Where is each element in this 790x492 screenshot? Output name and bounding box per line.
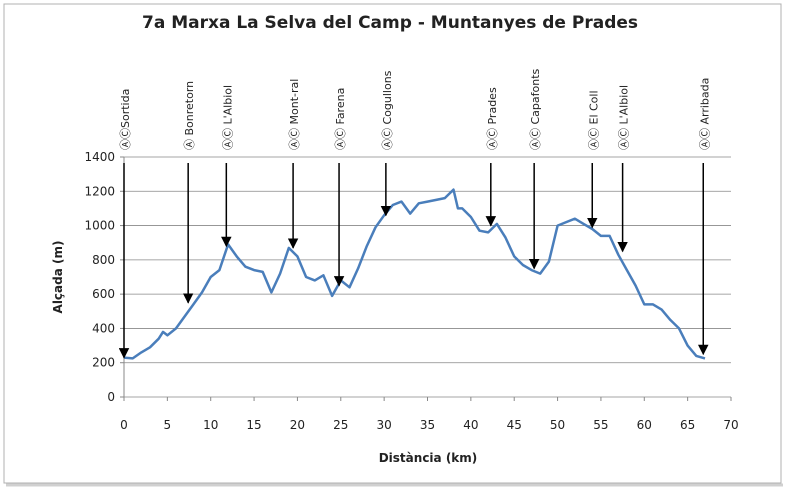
x-tick-label: 20 xyxy=(290,418,305,432)
annotation-label: ⒶⒸ L'Albiol xyxy=(221,85,234,150)
annotation-label: ⒶⒸ Prades xyxy=(486,87,499,150)
x-axis-label: Distància (km) xyxy=(379,451,478,465)
x-tick-label: 15 xyxy=(246,418,261,432)
y-tick-label: 600 xyxy=(92,287,115,301)
chart-frame xyxy=(3,3,782,484)
x-tick-label: 65 xyxy=(680,418,695,432)
x-tick-label: 40 xyxy=(463,418,478,432)
annotation-label: ⒶⒸ El Coll xyxy=(587,90,600,150)
x-tick-label: 45 xyxy=(507,418,522,432)
y-axis-label: Alçada (m) xyxy=(51,241,65,314)
y-tick-label: 800 xyxy=(92,253,115,267)
x-tick-label: 0 xyxy=(120,418,128,432)
annotation-label: ⒶⒸ Farena xyxy=(334,88,347,150)
y-tick-label: 0 xyxy=(107,390,115,404)
chart-title: 7a Marxa La Selva del Camp - Muntanyes d… xyxy=(142,13,638,33)
x-tick-label: 60 xyxy=(637,418,652,432)
annotation-label: ⒶⒸ Arribada xyxy=(698,78,711,150)
y-tick-label: 1200 xyxy=(84,184,115,198)
annotation-label: ⒶⒸSortida xyxy=(119,89,132,150)
x-tick-label: 10 xyxy=(203,418,218,432)
x-tick-label: 30 xyxy=(377,418,392,432)
annotation-label: ⒶⒸ Mont-ral xyxy=(288,79,301,150)
annotation-label: ⒶⒸ Capafonts xyxy=(529,68,542,150)
y-tick-label: 200 xyxy=(92,356,115,370)
x-tick-label: 55 xyxy=(593,418,608,432)
x-tick-label: 5 xyxy=(164,418,172,432)
annotation-label: Ⓐ Bonretorn xyxy=(183,81,196,150)
y-tick-label: 400 xyxy=(92,321,115,335)
elevation-line xyxy=(123,188,706,360)
x-tick-label: 25 xyxy=(333,418,348,432)
x-tick-label: 35 xyxy=(420,418,435,432)
x-tick-label: 70 xyxy=(723,418,738,432)
y-tick-label: 1000 xyxy=(84,219,115,233)
y-tick-label: 1400 xyxy=(84,150,115,164)
annotation-label: ⒶⒸ L'Albiol xyxy=(618,85,631,150)
x-tick-label: 50 xyxy=(550,418,565,432)
annotation-label: ⒶⒸ Cogullons xyxy=(381,70,394,150)
